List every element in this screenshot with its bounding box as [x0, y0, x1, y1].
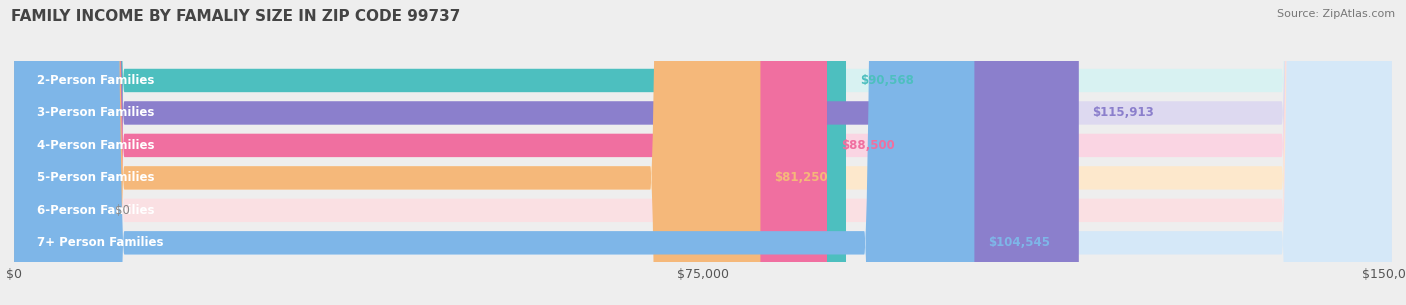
Text: $0: $0 — [115, 204, 129, 217]
Text: 2-Person Families: 2-Person Families — [37, 74, 155, 87]
FancyBboxPatch shape — [14, 0, 974, 305]
Text: 6-Person Families: 6-Person Families — [37, 204, 155, 217]
FancyBboxPatch shape — [14, 0, 1392, 305]
Text: 3-Person Families: 3-Person Families — [37, 106, 155, 120]
Text: $88,500: $88,500 — [841, 139, 894, 152]
FancyBboxPatch shape — [14, 0, 1392, 305]
FancyBboxPatch shape — [14, 0, 846, 305]
FancyBboxPatch shape — [14, 0, 1392, 305]
Text: Source: ZipAtlas.com: Source: ZipAtlas.com — [1277, 9, 1395, 19]
Text: $115,913: $115,913 — [1092, 106, 1154, 120]
FancyBboxPatch shape — [14, 0, 1078, 305]
Text: 7+ Person Families: 7+ Person Families — [37, 236, 163, 249]
Text: 5-Person Families: 5-Person Families — [37, 171, 155, 185]
Text: $104,545: $104,545 — [988, 236, 1050, 249]
FancyBboxPatch shape — [14, 0, 1392, 305]
FancyBboxPatch shape — [14, 0, 1392, 305]
Text: FAMILY INCOME BY FAMALIY SIZE IN ZIP CODE 99737: FAMILY INCOME BY FAMALIY SIZE IN ZIP COD… — [11, 9, 461, 24]
Text: 4-Person Families: 4-Person Families — [37, 139, 155, 152]
FancyBboxPatch shape — [14, 0, 827, 305]
FancyBboxPatch shape — [14, 0, 761, 305]
Text: $90,568: $90,568 — [860, 74, 914, 87]
FancyBboxPatch shape — [14, 0, 1392, 305]
Text: $81,250: $81,250 — [775, 171, 828, 185]
